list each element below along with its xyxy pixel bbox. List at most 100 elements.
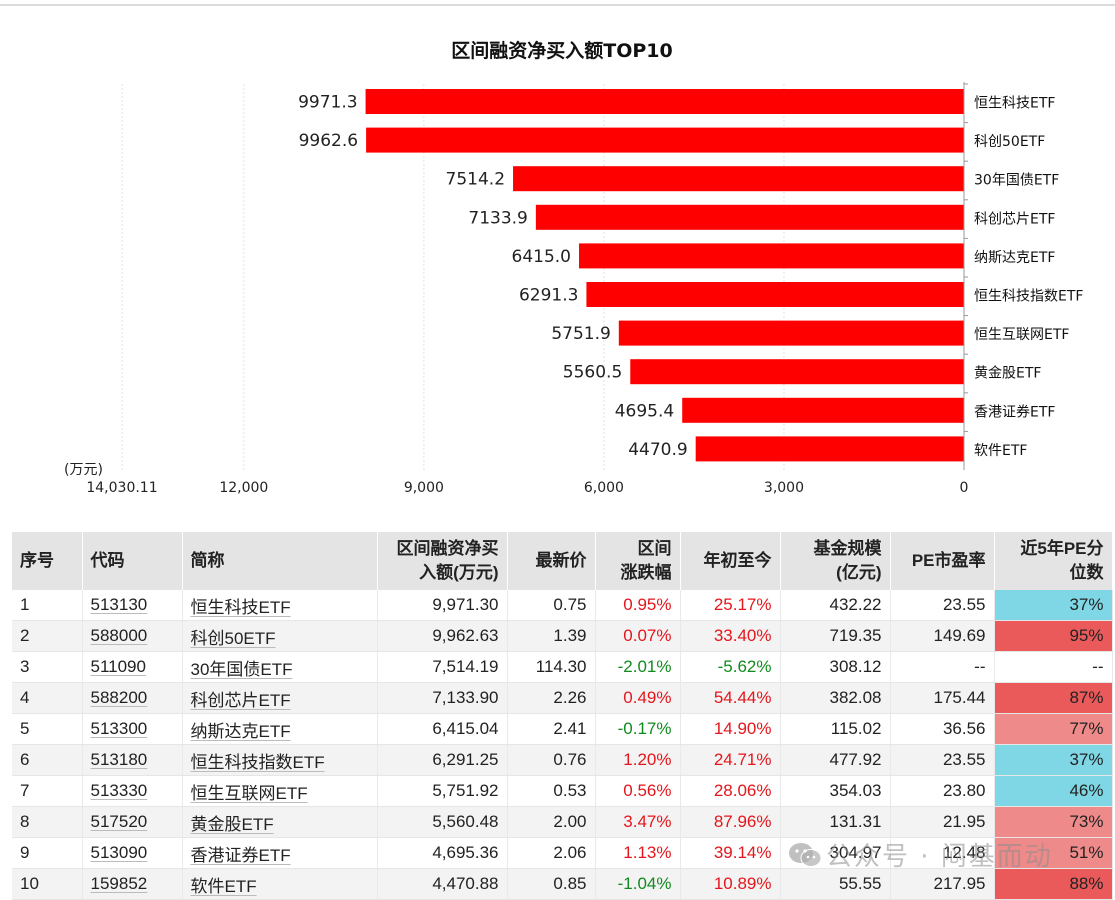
row-index: 5 — [12, 713, 83, 745]
header-index[interactable]: 序号 — [12, 532, 83, 590]
bar — [365, 89, 964, 114]
header-code[interactable]: 代码 — [82, 532, 183, 590]
fund-code[interactable]: 517520 — [82, 806, 183, 838]
table-row[interactable]: 3 511090 30年国债ETF 7,514.19 114.30 -2.01% -5.62… — [12, 651, 1113, 683]
table-header-row: 序号 代码 简称 区间融资净买 入额(万元) 最新价 区间 涨跌幅 年初至今 基金规… — [12, 532, 1113, 590]
header-change[interactable]: 区间 涨跌幅 — [595, 532, 681, 590]
x-tick-label: 9,000 — [404, 480, 444, 496]
fund-code[interactable]: 513130 — [82, 590, 183, 621]
pe-ratio: -- — [890, 651, 995, 683]
header-pe[interactable]: PE市盈率 — [890, 532, 995, 590]
fund-name[interactable]: 香港证券ETF — [182, 837, 378, 869]
fund-name[interactable]: 科创芯片ETF — [182, 682, 378, 714]
pe-percentile: 95% — [994, 620, 1113, 652]
bar-chart: 区间融资净买入额TOP10 9971.3 9962.6 7514.2 7133.9 64… — [64, 39, 1083, 496]
period-change: -1.04% — [595, 868, 681, 900]
fund-size: 382.08 — [780, 682, 891, 714]
row-index: 10 — [12, 868, 83, 900]
bar-value-label: 6415.0 — [512, 247, 571, 267]
bar-value-label: 4470.9 — [628, 440, 687, 460]
category-label: 恒生科技指数ETF — [974, 289, 1083, 305]
fund-name[interactable]: 科创50ETF — [182, 620, 378, 652]
fund-code[interactable]: 588200 — [82, 682, 183, 714]
chart-title: 区间融资净买入额TOP10 — [451, 39, 672, 62]
fund-code[interactable]: 159852 — [82, 868, 183, 900]
fund-code[interactable]: 513300 — [82, 713, 183, 745]
fund-name[interactable]: 恒生科技ETF — [182, 590, 378, 621]
category-label: 30年国债ETF — [974, 173, 1059, 189]
bar — [630, 359, 964, 385]
net-buy-value: 7,133.90 — [377, 682, 508, 714]
header-pe-percentile[interactable]: 近5年PE分 位数 — [994, 532, 1113, 590]
fund-code[interactable]: 511090 — [82, 651, 183, 683]
pe-percentile: 51% — [994, 837, 1113, 869]
bar-value-label: 7133.9 — [468, 208, 527, 228]
category-label: 科创50ETF — [974, 134, 1045, 150]
net-buy-value: 9,962.63 — [377, 620, 508, 652]
row-index: 2 — [12, 620, 83, 652]
pe-percentile: 73% — [994, 806, 1113, 838]
fund-code[interactable]: 513330 — [82, 775, 183, 807]
fund-code[interactable]: 513180 — [82, 744, 183, 776]
header-price[interactable]: 最新价 — [507, 532, 596, 590]
period-change: -0.17% — [595, 713, 681, 745]
pe-ratio: 23.55 — [890, 590, 995, 621]
fund-name[interactable]: 黄金股ETF — [182, 806, 378, 838]
table-body: 1 513130 恒生科技ETF 9,971.30 0.75 0.95% 25.17% 432… — [12, 590, 1113, 900]
period-change: 1.20% — [595, 744, 681, 776]
pe-ratio: 217.95 — [890, 868, 995, 900]
fund-name[interactable]: 纳斯达克ETF — [182, 713, 378, 745]
pe-ratio: 23.80 — [890, 775, 995, 807]
bar — [513, 166, 964, 192]
fund-name[interactable]: 软件ETF — [182, 868, 378, 900]
ytd-change: 54.44% — [680, 682, 781, 714]
net-buy-value: 5,560.48 — [377, 806, 508, 838]
table-row[interactable]: 6 513180 恒生科技指数ETF 6,291.25 0.76 1.20% 24.71% 4… — [12, 744, 1113, 776]
bar-value-label: 5751.9 — [551, 324, 610, 344]
bar — [535, 204, 964, 230]
ytd-change: 28.06% — [680, 775, 781, 807]
latest-price: 114.30 — [507, 651, 596, 683]
fund-size: 719.35 — [780, 620, 891, 652]
fund-name[interactable]: 30年国债ETF — [182, 651, 378, 683]
header-net-buy[interactable]: 区间融资净买 入额(万元) — [377, 532, 508, 590]
ytd-change: 39.14% — [680, 837, 781, 869]
table-row[interactable]: 9 513090 香港证券ETF 4,695.36 2.06 1.13% 39.14% 304… — [12, 837, 1113, 869]
ytd-change: 87.96% — [680, 806, 781, 838]
latest-price: 0.85 — [507, 868, 596, 900]
fund-name[interactable]: 恒生科技指数ETF — [182, 744, 378, 776]
net-buy-value: 7,514.19 — [377, 651, 508, 683]
bar-value-label: 7514.2 — [446, 170, 505, 190]
table-row[interactable]: 7 513330 恒生互联网ETF 5,751.92 0.53 0.56% 28.06% 35… — [12, 775, 1113, 807]
table-row[interactable]: 4 588200 科创芯片ETF 7,133.90 2.26 0.49% 54.44% 382… — [12, 682, 1113, 714]
table-row[interactable]: 2 588000 科创50ETF 9,962.63 1.39 0.07% 33.40% 719… — [12, 620, 1113, 652]
period-change: -2.01% — [595, 651, 681, 683]
bar-value-label: 5560.5 — [563, 363, 622, 383]
fund-size: 55.55 — [780, 868, 891, 900]
fund-size: 432.22 — [780, 590, 891, 621]
fund-code[interactable]: 513090 — [82, 837, 183, 869]
etf-table-container: 序号 代码 简称 区间融资净买 入额(万元) 最新价 区间 涨跌幅 年初至今 基金规… — [12, 532, 1115, 900]
fund-size: 308.12 — [780, 651, 891, 683]
table-row[interactable]: 8 517520 黄金股ETF 5,560.48 2.00 3.47% 87.96% 131.… — [12, 806, 1113, 838]
pe-ratio: 21.95 — [890, 806, 995, 838]
ytd-change: -5.62% — [680, 651, 781, 683]
period-change: 0.07% — [595, 620, 681, 652]
bar — [579, 243, 964, 269]
fund-name[interactable]: 恒生互联网ETF — [182, 775, 378, 807]
header-fund-size[interactable]: 基金规模 (亿元) — [780, 532, 891, 590]
pe-percentile: 77% — [994, 713, 1113, 745]
pe-percentile: -- — [994, 651, 1113, 683]
header-ytd[interactable]: 年初至今 — [680, 532, 781, 590]
bar — [695, 436, 964, 462]
fund-size: 115.02 — [780, 713, 891, 745]
fund-code[interactable]: 588000 — [82, 620, 183, 652]
header-name[interactable]: 简称 — [182, 532, 378, 590]
latest-price: 0.75 — [507, 590, 596, 621]
fund-size: 477.92 — [780, 744, 891, 776]
table-row[interactable]: 1 513130 恒生科技ETF 9,971.30 0.75 0.95% 25.17% 432… — [12, 590, 1113, 621]
table-row[interactable]: 5 513300 纳斯达克ETF 6,415.04 2.41 -0.17% 14.90% 11… — [12, 713, 1113, 745]
table-row[interactable]: 10 159852 软件ETF 4,470.88 0.85 -1.04% 10.89% 55.… — [12, 868, 1113, 900]
latest-price: 2.00 — [507, 806, 596, 838]
row-index: 6 — [12, 744, 83, 776]
